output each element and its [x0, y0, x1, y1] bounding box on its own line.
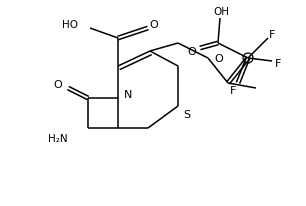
- Text: F: F: [269, 30, 275, 40]
- Text: N: N: [124, 90, 132, 99]
- Text: O: O: [54, 80, 62, 90]
- Text: S: S: [183, 109, 190, 119]
- Text: HO: HO: [62, 20, 78, 30]
- Text: OH: OH: [213, 7, 229, 17]
- Text: F: F: [230, 85, 236, 96]
- Text: O: O: [188, 47, 196, 57]
- Text: O: O: [150, 20, 159, 30]
- Text: O: O: [214, 54, 223, 64]
- Text: H₂N: H₂N: [48, 133, 68, 143]
- Text: F: F: [275, 59, 281, 69]
